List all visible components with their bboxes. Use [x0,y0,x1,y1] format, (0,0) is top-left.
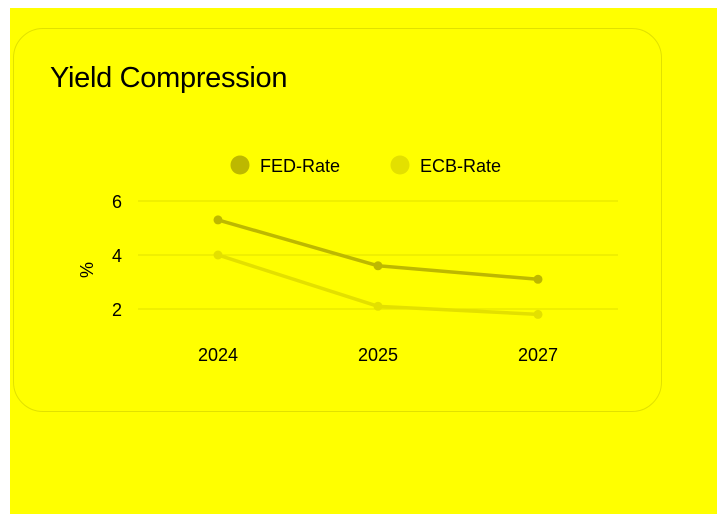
data-point [373,301,383,311]
data-point [213,215,223,225]
chart-series [213,215,543,319]
x-axis-ticks: 2024 2025 2027 [198,345,558,365]
legend-label: ECB-Rate [420,156,501,176]
chart-gridlines [138,200,618,310]
legend-label: FED-Rate [260,156,340,176]
data-point [373,261,383,271]
x-tick-label: 2024 [198,345,238,365]
chart-title: Yield Compression [50,62,288,94]
chart-card [13,28,662,412]
x-tick-label: 2027 [518,345,558,365]
data-point [533,309,543,319]
y-tick-label: 6 [112,192,122,212]
chart-legend: FED-Rate ECB-Rate [230,155,501,176]
y-axis-ticks: 2 4 6 [112,192,122,320]
data-point [213,250,223,260]
y-tick-label: 4 [112,246,122,266]
y-axis-label: % [77,262,97,278]
x-tick-label: 2025 [358,345,398,365]
data-point [533,274,543,284]
legend-marker [230,155,250,175]
legend-marker [390,155,410,175]
y-tick-label: 2 [112,300,122,320]
